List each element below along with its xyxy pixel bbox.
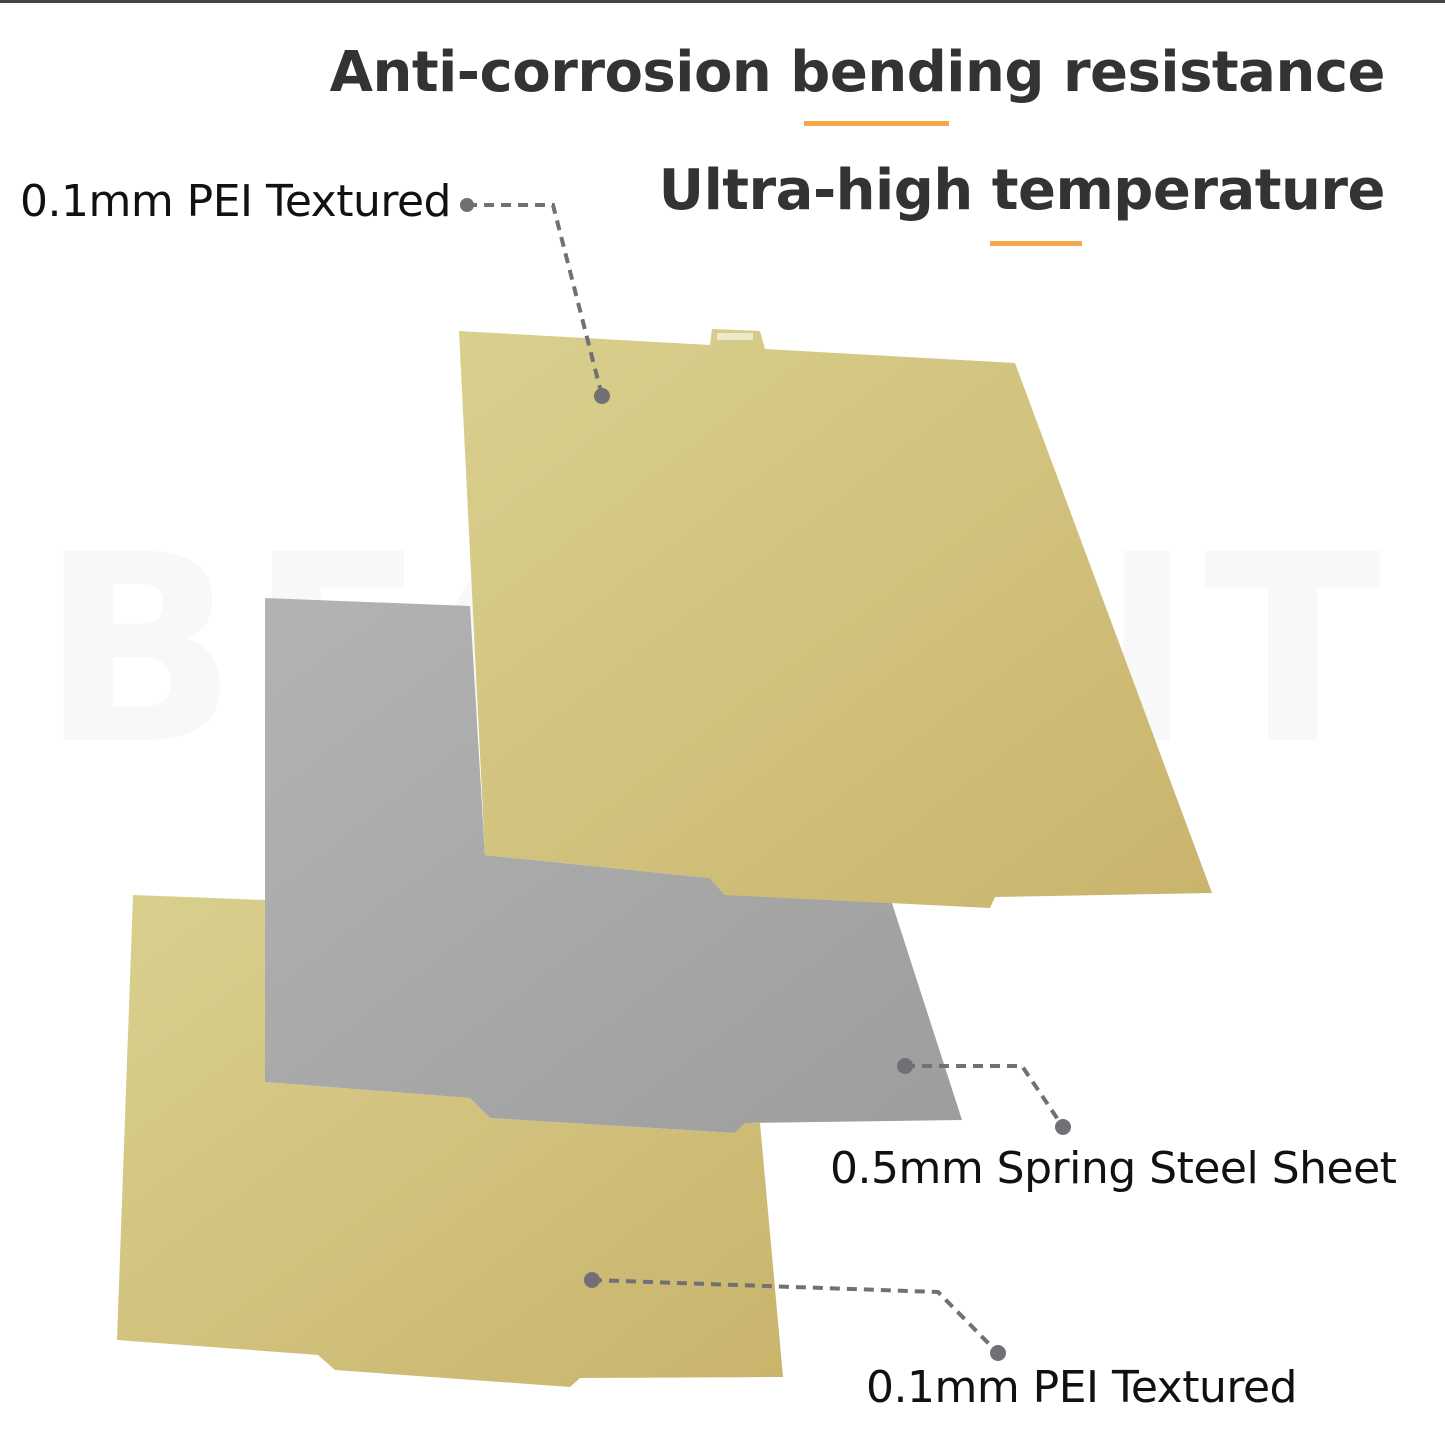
top-pei-sheet: [459, 329, 1212, 908]
spring-steel-sheet: [265, 598, 962, 1133]
callout-bottom-pei: 0.1mm PEI Textured: [866, 1362, 1297, 1413]
sheet-tab-vent: [717, 333, 753, 340]
leader-bottom: [591, 1278, 1000, 1355]
top-border: [0, 0, 1445, 3]
leader-lines: [467, 203, 1065, 1355]
leader-top: [467, 203, 604, 397]
headline-anti-corrosion: Anti-corrosion bending resistance: [329, 40, 1386, 105]
headline-underline-2: [990, 241, 1082, 246]
callout-spring-steel: 0.5mm Spring Steel Sheet: [830, 1143, 1397, 1194]
headline-underline-1: [804, 121, 949, 126]
leader-dots: [460, 198, 1071, 1361]
headline-ultra-high-temperature: Ultra-high temperature: [658, 158, 1386, 223]
bottom-pei-sheet: [117, 895, 783, 1387]
callout-top-pei: 0.1mm PEI Textured: [20, 176, 451, 227]
leader-middle: [905, 1064, 1065, 1129]
